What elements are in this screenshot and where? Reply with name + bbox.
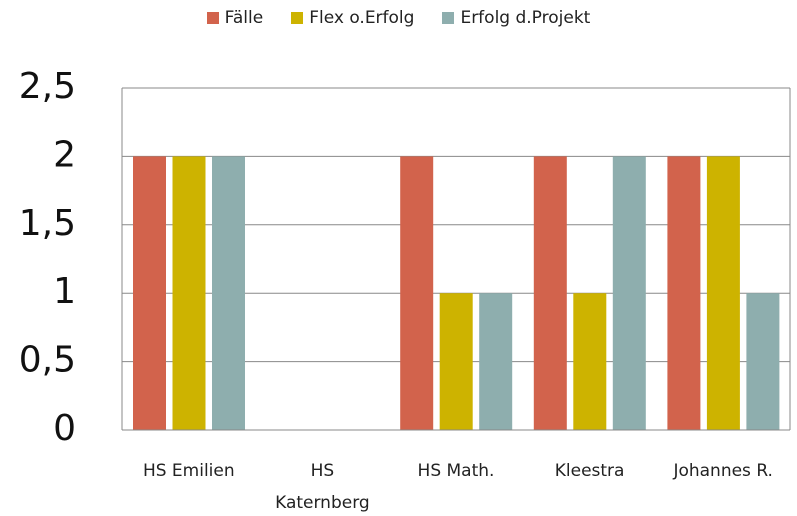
bar xyxy=(479,293,513,430)
y-tick-label: 1 xyxy=(53,271,76,312)
legend-item: Fälle xyxy=(206,8,264,28)
y-tick-label: 1,5 xyxy=(19,203,76,244)
bar xyxy=(667,156,701,430)
bar xyxy=(400,156,434,430)
bar xyxy=(573,293,607,430)
bar xyxy=(533,156,567,430)
bar xyxy=(612,156,646,430)
legend-label: Fälle xyxy=(224,8,264,28)
y-tick-label: 0,5 xyxy=(19,340,76,381)
legend-swatch xyxy=(442,12,455,24)
x-tick-label: Kleestra xyxy=(554,461,625,481)
bar xyxy=(212,156,245,430)
legend-item: Erfolg d.Projekt xyxy=(442,8,590,28)
legend-swatch xyxy=(291,12,304,24)
x-tick-label: HS Emilien xyxy=(142,461,235,481)
x-tick-label: Johannes R. xyxy=(673,461,773,481)
legend-label: Erfolg d.Projekt xyxy=(460,8,591,28)
legend: Fälle Flex o.Erfolg Erfolg d.Projekt xyxy=(0,8,797,28)
bar xyxy=(133,156,166,430)
legend-item: Flex o.Erfolg xyxy=(291,8,414,28)
legend-label: Flex o.Erfolg xyxy=(309,8,415,28)
y-tick-label: 2,5 xyxy=(19,66,76,107)
y-tick-label: 0 xyxy=(53,408,76,449)
x-tick-label: HS Katernberg xyxy=(275,461,370,513)
bar xyxy=(172,156,206,430)
bar xyxy=(439,293,473,430)
bar xyxy=(746,293,780,430)
bar xyxy=(706,156,740,430)
legend-swatch xyxy=(206,12,219,24)
x-tick-label: HS Math. xyxy=(417,461,495,481)
y-tick-label: 2 xyxy=(53,134,76,175)
